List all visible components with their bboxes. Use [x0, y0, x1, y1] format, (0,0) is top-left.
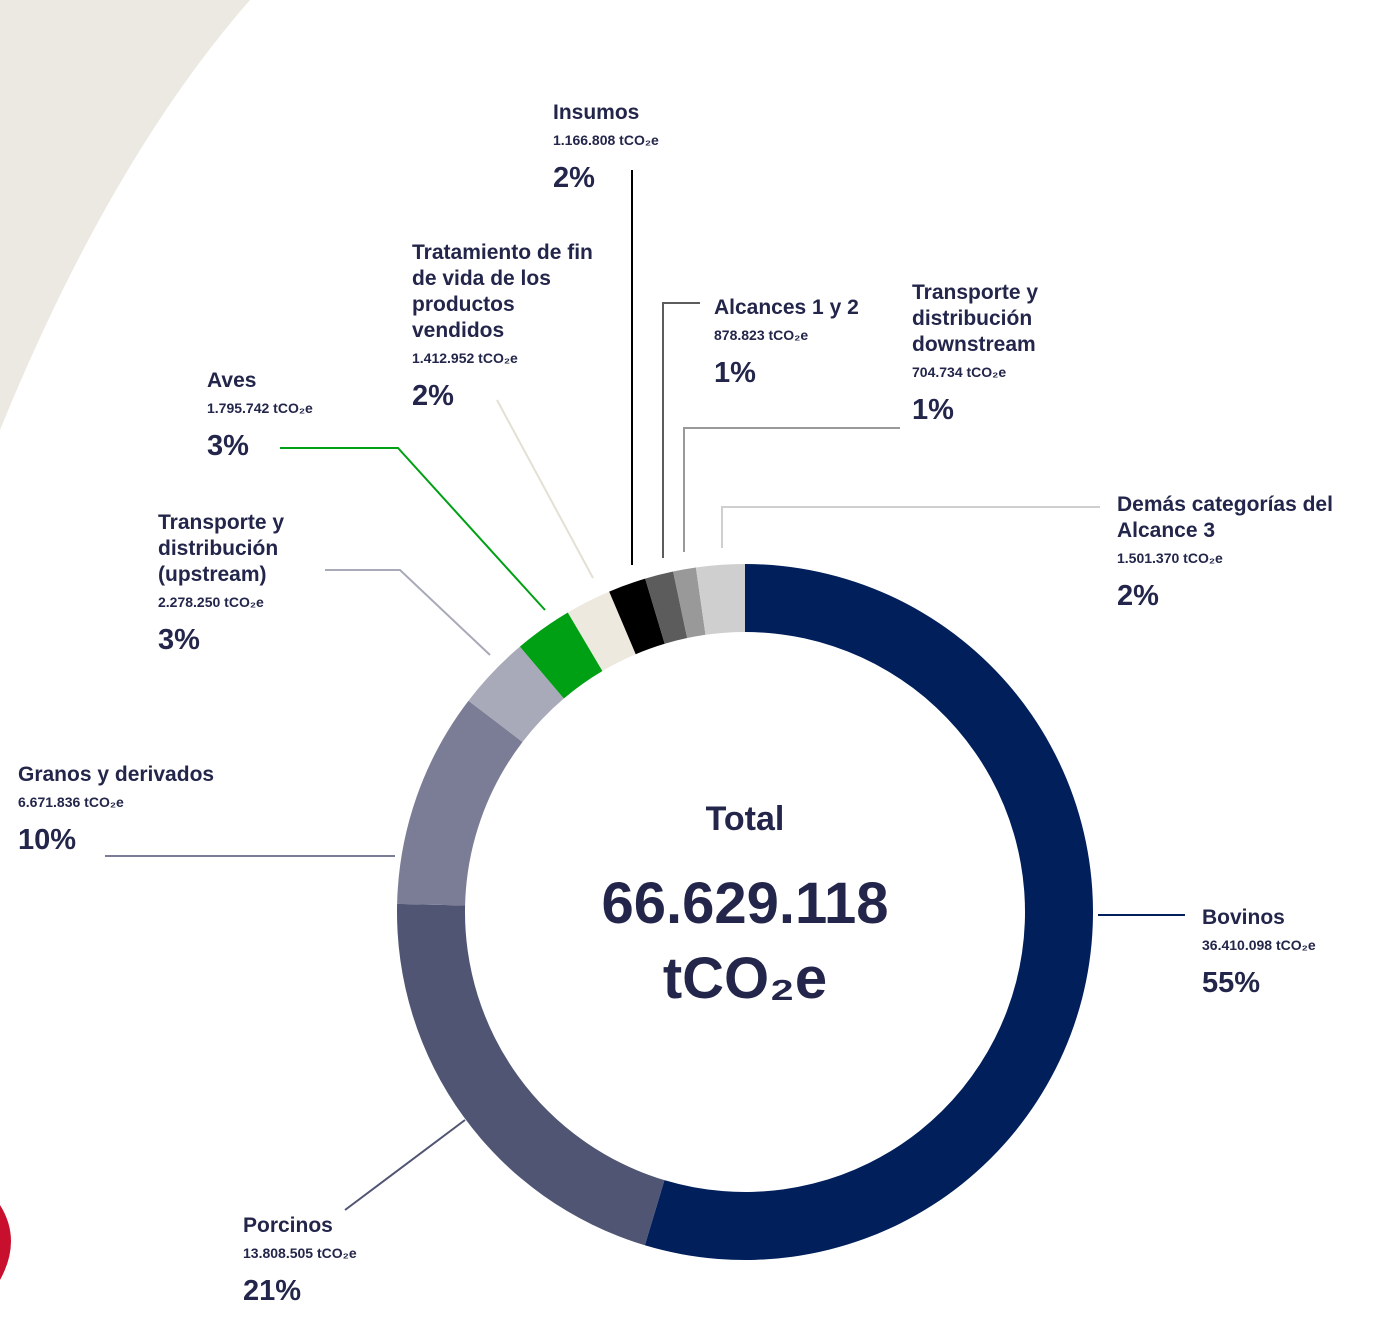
value-label: 13.808.505 tCO₂e	[243, 1245, 357, 1261]
percentage-label: 3%	[207, 430, 249, 462]
category-name: Aves	[207, 369, 257, 392]
center-unit: tCO₂e	[662, 946, 828, 1011]
donut-segment	[644, 564, 1094, 1260]
value-label: 36.410.098 tCO₂e	[1202, 937, 1316, 953]
percentage-label: 3%	[158, 624, 200, 656]
category-name: Granos y derivados	[18, 763, 215, 786]
value-label: 2.278.250 tCO₂e	[158, 594, 264, 610]
donut-segment	[397, 903, 665, 1246]
background-shape	[0, 0, 250, 430]
donut-segment	[645, 571, 688, 644]
category-name: Insumos	[553, 101, 640, 124]
percentage-label: 2%	[553, 162, 595, 194]
donut-segment	[673, 567, 706, 639]
percentage-label: 2%	[1117, 580, 1159, 612]
category-name: Demás categorías del Alcance 3	[1117, 493, 1333, 542]
value-label: 704.734 tCO₂e	[912, 364, 1007, 380]
category-name: Transporte y distribución downstream	[912, 281, 1039, 356]
segment-label: Transporte y distribución downstream 704.…	[912, 280, 1077, 427]
donut-segment	[468, 646, 564, 743]
segment-label: Porcinos 13.808.505 tCO₂e 21%	[243, 1213, 443, 1308]
percentage-label: 21%	[243, 1275, 302, 1307]
leader-line	[683, 427, 900, 552]
leader-line	[662, 302, 700, 558]
center-total: 66.629.118	[601, 871, 889, 936]
percentage-label: 55%	[1202, 967, 1261, 999]
leader-line	[344, 1119, 466, 1211]
category-name: Transporte y distribución (upstream)	[158, 511, 285, 586]
donut-segment	[519, 612, 603, 699]
category-name: Bovinos	[1202, 906, 1285, 929]
leader-line	[280, 447, 546, 611]
segment-label: Alcances 1 y 2 878.823 tCO₂e 1%	[714, 295, 894, 390]
percentage-label: 1%	[714, 357, 756, 389]
percentage-label: 10%	[18, 824, 77, 856]
category-name: Alcances 1 y 2	[714, 296, 859, 319]
segment-label: Demás categorías del Alcance 3 1.501.370 …	[1117, 492, 1347, 613]
leader-line	[496, 399, 594, 579]
donut-segment	[567, 591, 636, 672]
leader-line	[325, 569, 491, 656]
donut-segment	[695, 564, 745, 635]
donut-segment	[609, 578, 665, 655]
segment-label: Insumos 1.166.808 tCO₂e 2%	[553, 100, 723, 195]
center-title: Total	[705, 800, 785, 838]
value-label: 1.166.808 tCO₂e	[553, 132, 659, 148]
segment-label: Tratamiento de fin de vida de los produc…	[412, 240, 602, 413]
background-accent	[0, 1205, 11, 1280]
percentage-label: 2%	[412, 380, 454, 412]
value-label: 1.501.370 tCO₂e	[1117, 550, 1223, 566]
donut-segment	[397, 700, 523, 906]
value-label: 1.795.742 tCO₂e	[207, 400, 313, 416]
category-name: Porcinos	[243, 1214, 333, 1237]
segment-label: Bovinos 36.410.098 tCO₂e 55%	[1202, 905, 1391, 1000]
category-name: Tratamiento de fin de vida de los produc…	[412, 241, 593, 342]
leader-line	[721, 506, 1100, 548]
value-label: 878.823 tCO₂e	[714, 327, 809, 343]
segment-label: Transporte y distribución (upstream) 2.27…	[158, 510, 333, 657]
percentage-label: 1%	[912, 394, 954, 426]
value-label: 1.412.952 tCO₂e	[412, 350, 518, 366]
segment-label: Granos y derivados 6.671.836 tCO₂e 10%	[18, 762, 278, 857]
segment-label: Aves 1.795.742 tCO₂e 3%	[207, 368, 377, 463]
value-label: 6.671.836 tCO₂e	[18, 794, 124, 810]
